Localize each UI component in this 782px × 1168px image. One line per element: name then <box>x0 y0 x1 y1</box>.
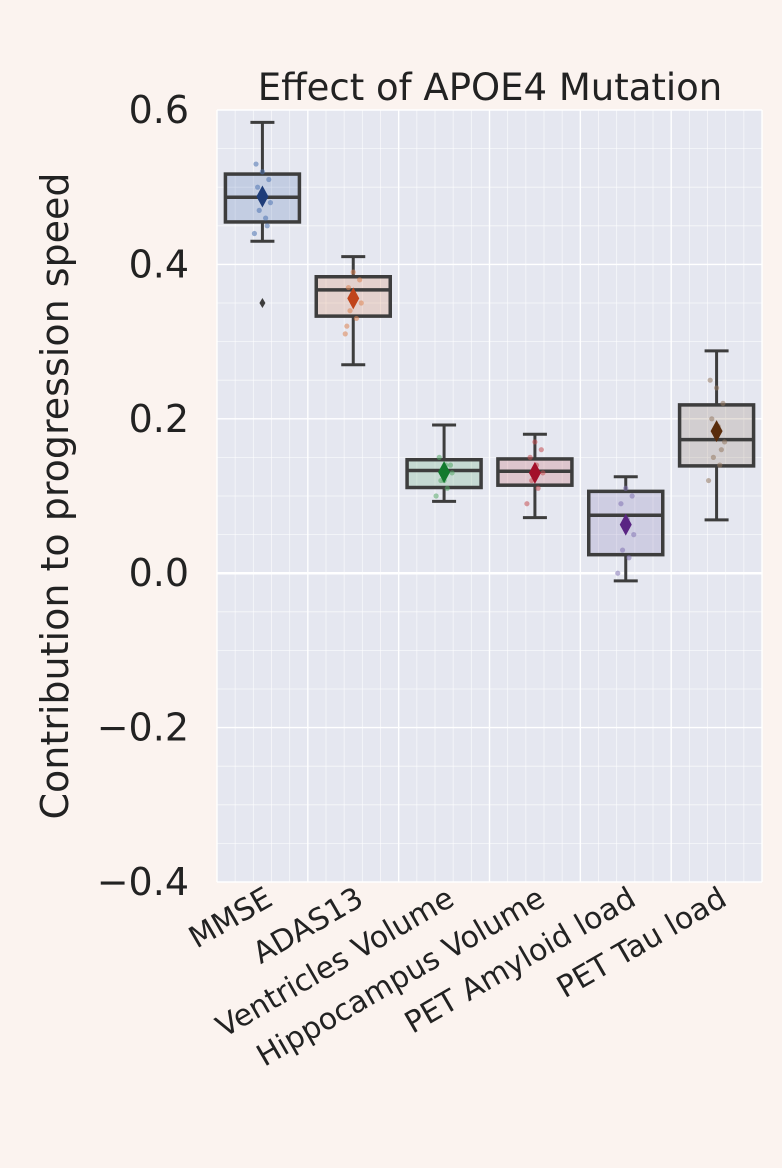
data-point <box>255 184 261 190</box>
data-point <box>707 377 713 383</box>
data-point <box>623 485 629 491</box>
data-point <box>615 570 621 576</box>
data-point <box>444 485 450 491</box>
data-point <box>709 416 715 422</box>
data-point <box>713 385 720 391</box>
y-axis-label: Contribution to progression speed <box>33 172 77 819</box>
data-point <box>353 315 360 322</box>
data-point <box>619 547 626 553</box>
data-point <box>357 277 363 283</box>
data-point <box>345 284 352 291</box>
mean-marker <box>347 287 360 310</box>
mean-marker <box>710 420 723 443</box>
data-point <box>433 493 439 499</box>
y-tick-label: −0.2 <box>97 706 189 750</box>
data-point <box>266 176 272 183</box>
data-point <box>256 207 262 213</box>
data-point <box>436 454 442 460</box>
box-group <box>405 423 483 503</box>
data-point <box>264 223 270 229</box>
data-point <box>347 308 353 314</box>
mean-marker <box>619 513 632 536</box>
data-point <box>251 230 258 237</box>
y-tick-label: 0.2 <box>129 397 189 441</box>
data-point <box>532 439 538 445</box>
data-point <box>527 454 533 460</box>
y-tick-label: −0.4 <box>97 860 189 904</box>
box-group <box>677 349 756 522</box>
data-point <box>524 501 530 507</box>
data-point <box>720 400 726 406</box>
boxes <box>223 120 756 583</box>
data-point <box>350 269 356 275</box>
y-tick-label: 0.6 <box>129 88 189 132</box>
data-point <box>618 501 624 507</box>
data-point <box>447 462 454 468</box>
data-point <box>631 532 637 538</box>
data-point <box>705 477 712 484</box>
data-point <box>718 447 724 453</box>
box-group <box>587 475 665 583</box>
mean-marker <box>256 185 269 208</box>
data-point <box>629 493 635 499</box>
data-point <box>263 215 269 221</box>
data-point <box>538 447 544 453</box>
y-tick-label: 0.4 <box>129 242 189 286</box>
data-point <box>253 161 259 167</box>
y-tick-label: 0.0 <box>129 551 189 595</box>
mean-marker <box>438 461 451 484</box>
data-point <box>721 439 728 445</box>
box-group <box>314 255 392 367</box>
major-grid <box>216 109 763 883</box>
data-point <box>449 470 455 476</box>
y-tick-labels: −0.4 −0.2 0.0 0.2 0.4 0.6 <box>97 88 189 904</box>
data-point <box>342 331 348 337</box>
data-point <box>626 555 632 561</box>
data-point <box>717 462 723 468</box>
data-point <box>710 454 716 460</box>
flier-point <box>259 298 266 308</box>
box-group <box>496 432 574 520</box>
data-point <box>259 169 266 175</box>
data-point <box>535 485 541 491</box>
box-group <box>223 120 302 308</box>
mean-marker <box>528 461 541 484</box>
data-point <box>358 300 364 306</box>
data-point <box>344 323 350 329</box>
chart-title: Effect of APOE4 Mutation <box>258 66 723 109</box>
data-point <box>540 470 546 476</box>
data-point <box>267 200 274 206</box>
